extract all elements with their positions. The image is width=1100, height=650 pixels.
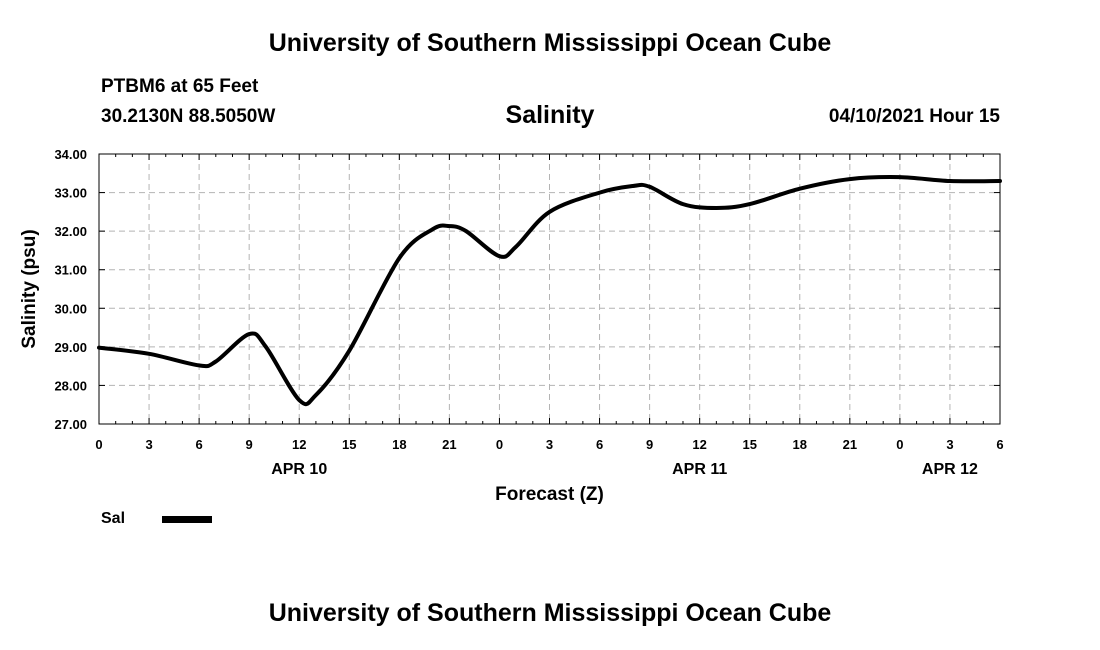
y-tick-label: 28.00 [54, 378, 87, 393]
date-label: APR 11 [672, 461, 727, 478]
x-axis-title: Forecast (Z) [495, 484, 604, 505]
y-tick-label: 33.00 [54, 186, 87, 201]
series-layer [97, 175, 1002, 407]
coordinates-label: 30.2130N 88.5050W [101, 106, 276, 127]
y-tick-label: 30.00 [54, 301, 87, 316]
chart-title: Salinity [505, 101, 595, 129]
y-tick-label: 27.00 [54, 417, 87, 432]
date-label: APR 12 [922, 461, 978, 478]
x-tick-label: 3 [546, 437, 553, 452]
x-tick-label: 6 [596, 437, 603, 452]
x-tick-label: 6 [195, 437, 202, 452]
x-tick-label: 12 [692, 437, 706, 452]
date-label: APR 10 [271, 461, 327, 478]
x-tick-label: 0 [95, 437, 102, 452]
x-tick-label: 12 [292, 437, 306, 452]
x-tick-label: 21 [442, 437, 456, 452]
station-label: PTBM6 at 65 Feet [101, 76, 259, 97]
y-tick-label: 34.00 [54, 147, 87, 162]
y-axis-title: Salinity (psu) [19, 229, 40, 348]
x-tick-label: 18 [793, 437, 807, 452]
legend-label-sal: Sal [101, 510, 126, 527]
top-title: University of Southern Mississippi Ocean… [268, 29, 832, 57]
x-tick-label: 6 [996, 437, 1003, 452]
x-tick-label: 0 [496, 437, 503, 452]
x-tick-label: 21 [843, 437, 857, 452]
x-tick-label: 15 [342, 437, 356, 452]
x-tick-label: 0 [896, 437, 903, 452]
y-tick-label: 31.00 [54, 263, 87, 278]
grid [99, 154, 1000, 424]
x-tick-label: 9 [246, 437, 253, 452]
axis-labels: 0 3 6 9 12 15 18 21 0 3 6 9 12 15 18 21 0 3 6 27.00 28.00 29.… [19, 147, 1004, 505]
series-line-sal [97, 175, 1002, 407]
bottom-title: University of Southern Mississippi Ocean… [268, 599, 832, 627]
x-tick-label: 3 [145, 437, 152, 452]
forecast-date-label: 04/10/2021 Hour 15 [828, 106, 1000, 127]
x-tick-label: 18 [392, 437, 406, 452]
x-tick-label: 3 [946, 437, 953, 452]
x-tick-label: 9 [646, 437, 653, 452]
legend-swatch-sal [162, 516, 212, 523]
x-tick-label: 15 [742, 437, 756, 452]
axis-ticks [98, 153, 1001, 425]
y-tick-label: 32.00 [54, 224, 87, 239]
y-tick-label: 29.00 [54, 340, 87, 355]
